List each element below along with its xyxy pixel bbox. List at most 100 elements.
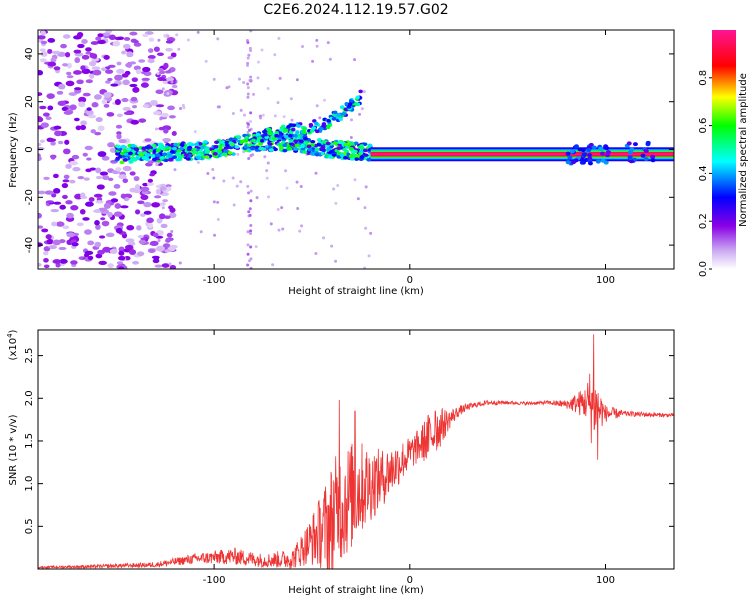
spectrogram-noise-cell bbox=[118, 255, 126, 261]
spectrogram-streak-cell bbox=[246, 243, 250, 247]
spectrogram-noise-cell bbox=[84, 145, 93, 151]
snr-y-multiplier-base: (x10 bbox=[8, 338, 19, 361]
spectrogram-branch-cell bbox=[259, 138, 265, 143]
spectrogram-noise-cell bbox=[38, 155, 42, 162]
spectrogram-noise-cell bbox=[166, 232, 173, 238]
spectrogram-noise-cell bbox=[231, 176, 235, 180]
spectrogram-noise-cell bbox=[358, 112, 362, 116]
spectrogram-noise-cell bbox=[107, 211, 113, 218]
spectrogram-band-cell bbox=[214, 140, 220, 145]
spectrogram-noise-cell bbox=[290, 118, 294, 122]
spectrogram-noise-cell bbox=[69, 104, 77, 111]
spectrogram-noise-cell bbox=[74, 57, 81, 64]
spectrogram-noise-cell bbox=[136, 251, 145, 257]
spectrogram-burst-cell bbox=[595, 159, 601, 164]
spectrogram-noise-cell bbox=[121, 50, 127, 55]
spectrogram-noise-cell bbox=[349, 135, 353, 139]
spectrogram-noise-cell bbox=[350, 118, 354, 122]
spectrogram-noise-cell bbox=[102, 175, 110, 181]
spectrogram-noise-cell bbox=[266, 161, 270, 165]
spectrogram-noise-cell bbox=[216, 200, 220, 204]
spectrogram-noise-cell bbox=[85, 47, 92, 52]
spectrogram-noise-cell bbox=[281, 227, 285, 231]
spectrogram-noise-cell bbox=[116, 133, 122, 140]
spectrogram-noise-cell bbox=[125, 62, 133, 68]
snr-y-tick-label: 1.0 bbox=[24, 476, 35, 492]
spectrogram-band-cell bbox=[147, 148, 153, 153]
spectrogram-noise-cell bbox=[276, 207, 280, 211]
spectrogram-noise-cell bbox=[65, 200, 73, 205]
spectrogram-noise-cell bbox=[206, 172, 210, 176]
spectrogram-noise-cell bbox=[77, 175, 85, 180]
spectrogram-noise-cell bbox=[126, 224, 135, 231]
spectrogram-noise-cell bbox=[122, 165, 132, 172]
spectrogram-noise-cell bbox=[236, 152, 240, 156]
spectrogram-noise-cell bbox=[60, 43, 67, 49]
spectrogram-noise-cell bbox=[85, 79, 93, 84]
spectrogram-noise-cell bbox=[129, 83, 138, 88]
spectrogram-noise-cell bbox=[163, 62, 169, 69]
spectrogram-noise-cell bbox=[80, 65, 86, 71]
snr-x-axis-label: Height of straight line (km) bbox=[288, 585, 424, 596]
spectrogram-noise-cell bbox=[87, 114, 96, 119]
spectrogram-noise-cell bbox=[118, 250, 125, 256]
spectrogram-branch-cell bbox=[302, 127, 307, 131]
spectrogram-noise-cell bbox=[173, 168, 177, 172]
spectrogram-band-cell bbox=[204, 155, 210, 159]
spectrogram-band-cell bbox=[250, 146, 256, 151]
spectrogram-noise-cell bbox=[46, 238, 54, 245]
spectrogram-noise-cell bbox=[84, 250, 94, 255]
spectrogram-band-cell bbox=[272, 147, 278, 152]
spectrogram-noise-cell bbox=[196, 30, 200, 34]
spectrogram-noise-cell bbox=[76, 79, 84, 85]
spectrogram-noise-cell bbox=[69, 179, 76, 184]
spectrogram-band-cell bbox=[300, 143, 306, 148]
spectrogram-noise-cell bbox=[149, 173, 155, 177]
spectrogram-noise-cell bbox=[68, 92, 77, 96]
spectrogram-noise-cell bbox=[161, 263, 170, 268]
spectrogram-noise-cell bbox=[106, 112, 115, 117]
spectrogram-noise-cell bbox=[76, 222, 84, 227]
snr-frame bbox=[37, 329, 675, 570]
spectrogram-noise-cell bbox=[51, 50, 61, 55]
spectrogram-noise-cell bbox=[147, 58, 155, 64]
spectrogram-band-cell bbox=[286, 146, 292, 150]
spectrogram-band-cell bbox=[294, 143, 300, 148]
spectrogram-noise-cell bbox=[121, 98, 129, 103]
spectrogram-streak-cell bbox=[246, 263, 250, 267]
spectrogram-noise-cell bbox=[129, 187, 138, 193]
spectrogram-noise-cell bbox=[212, 200, 216, 204]
spectrogram-noise-cell bbox=[315, 38, 319, 42]
spectrogram-burst-cell bbox=[574, 144, 580, 149]
spectrogram-burst-cell bbox=[605, 150, 611, 155]
spectrogram-streak-cell bbox=[246, 131, 250, 135]
spectrogram-noise-cell bbox=[88, 197, 95, 202]
spectrogram-noise-cell bbox=[284, 169, 288, 173]
spectrogram-noise-cell bbox=[334, 259, 338, 263]
spectrogram-noise-cell bbox=[114, 203, 122, 209]
spectrogram-noise-cell bbox=[269, 222, 273, 226]
spectrogram-noise-cell bbox=[85, 168, 92, 173]
spectrogram-noise-cell bbox=[95, 175, 103, 180]
spectrogram-noise-cell bbox=[217, 105, 221, 109]
spectrogram-noise-cell bbox=[266, 195, 270, 199]
spectrogram-streak-cell bbox=[246, 95, 250, 99]
spectrogram-noise-cell bbox=[47, 48, 53, 54]
spectrogram-noise-cell bbox=[58, 83, 66, 90]
spectrogram-band-cell bbox=[115, 144, 121, 149]
snr-y-multiplier-exponent: 4 bbox=[6, 333, 14, 338]
spectrogram-noise-cell bbox=[107, 177, 114, 182]
spectrogram-band-cell bbox=[196, 152, 202, 157]
spectrogram-noise-cell bbox=[136, 225, 142, 231]
spectrogram-noise-cell bbox=[51, 193, 57, 198]
spectrogram-noise-cell bbox=[147, 160, 154, 165]
colorbar-tick-label: 0.0 bbox=[698, 261, 709, 277]
spectrogram-noise-cell bbox=[160, 112, 169, 118]
spectrogram-noise-cell bbox=[242, 80, 246, 84]
spectrogram-noise-cell bbox=[170, 80, 174, 84]
spectrogram-noise-cell bbox=[160, 223, 168, 229]
spectrogram-noise-cell bbox=[177, 47, 181, 51]
spectrogram-noise-cell bbox=[66, 75, 74, 79]
spectrogram-noise-cell bbox=[147, 222, 154, 229]
spectrogram-y-tick-label: -40 bbox=[24, 237, 35, 253]
